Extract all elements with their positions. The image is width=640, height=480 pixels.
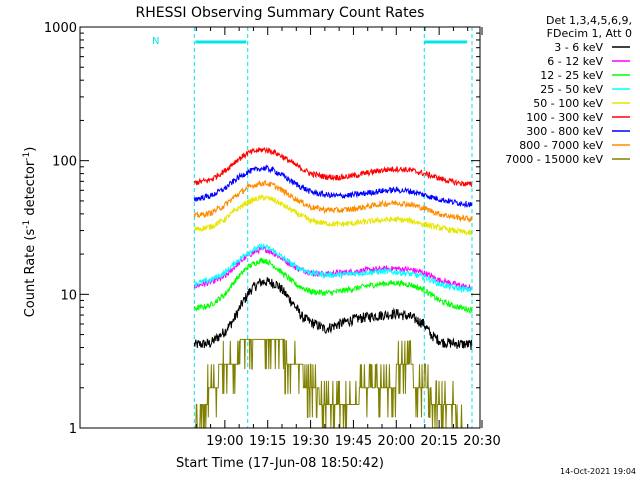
- series-line: [193, 146, 473, 188]
- series-line: [193, 245, 473, 291]
- x-tick-label: 20:30: [463, 434, 500, 449]
- y-tick-label: 1: [69, 422, 77, 437]
- x-tick-label: 20:00: [378, 434, 415, 449]
- series-line: [194, 338, 472, 429]
- y-tick-label: 1000: [44, 21, 77, 36]
- x-tick-label: 20:15: [420, 434, 457, 449]
- legend-label: 7000 - 15000 keV: [505, 153, 603, 166]
- x-axis-ticks: 19:00 19:15 19:30 19:45 20:00 20:15 20:30: [195, 27, 501, 449]
- series-lines: [193, 146, 473, 429]
- x-tick-label: 19:30: [292, 434, 329, 449]
- series-line: [193, 257, 473, 315]
- timestamp: 14-Oct-2021 19:04: [560, 467, 636, 476]
- y-axis-ticks: 1 10 100 1000: [44, 21, 480, 437]
- legend-label: 800 - 7000 keV: [519, 139, 603, 152]
- legend-detector-info: Det 1,3,4,5,6,9,: [546, 14, 632, 27]
- night-interval-lines: [193, 27, 473, 428]
- y-tick-label: 100: [52, 155, 77, 170]
- series-line: [193, 242, 473, 293]
- legend-label: 300 - 800 keV: [526, 125, 603, 138]
- series-line: [193, 164, 473, 209]
- x-tick-label: 19:45: [335, 434, 372, 449]
- legend-label: 6 - 12 keV: [547, 55, 603, 68]
- series-line: [193, 179, 473, 223]
- series-line: [193, 193, 473, 236]
- y-tick-label: 10: [60, 288, 77, 303]
- y-axis-label: Count Rate (s-1 detector-1): [22, 147, 38, 318]
- chart-title: RHESSI Observing Summary Count Rates: [136, 5, 425, 21]
- plot-area: N 19:00 19:15 19:30 19:45 20:00 20:15 20:30 11…: [44, 21, 501, 449]
- plot-frame: [79, 26, 481, 429]
- legend-label: 100 - 300 keV: [526, 111, 603, 124]
- legend-detector-info: FDecim 1, Att 0: [547, 27, 632, 40]
- series-line: [193, 277, 473, 350]
- x-tick-label: 19:15: [249, 434, 286, 449]
- x-axis-label: Start Time (17-Jun-08 18:50:42): [176, 456, 384, 471]
- x-tick-label: 19:00: [206, 434, 243, 449]
- flag-label: N: [152, 36, 159, 47]
- legend: Det 1,3,4,5,6,9, FDecim 1, Att 0 3 - 6 k…: [505, 14, 632, 166]
- legend-label: 12 - 25 keV: [540, 69, 603, 82]
- legend-label: 50 - 100 keV: [533, 97, 603, 110]
- legend-label: 25 - 50 keV: [540, 83, 603, 96]
- legend-label: 3 - 6 keV: [554, 41, 603, 54]
